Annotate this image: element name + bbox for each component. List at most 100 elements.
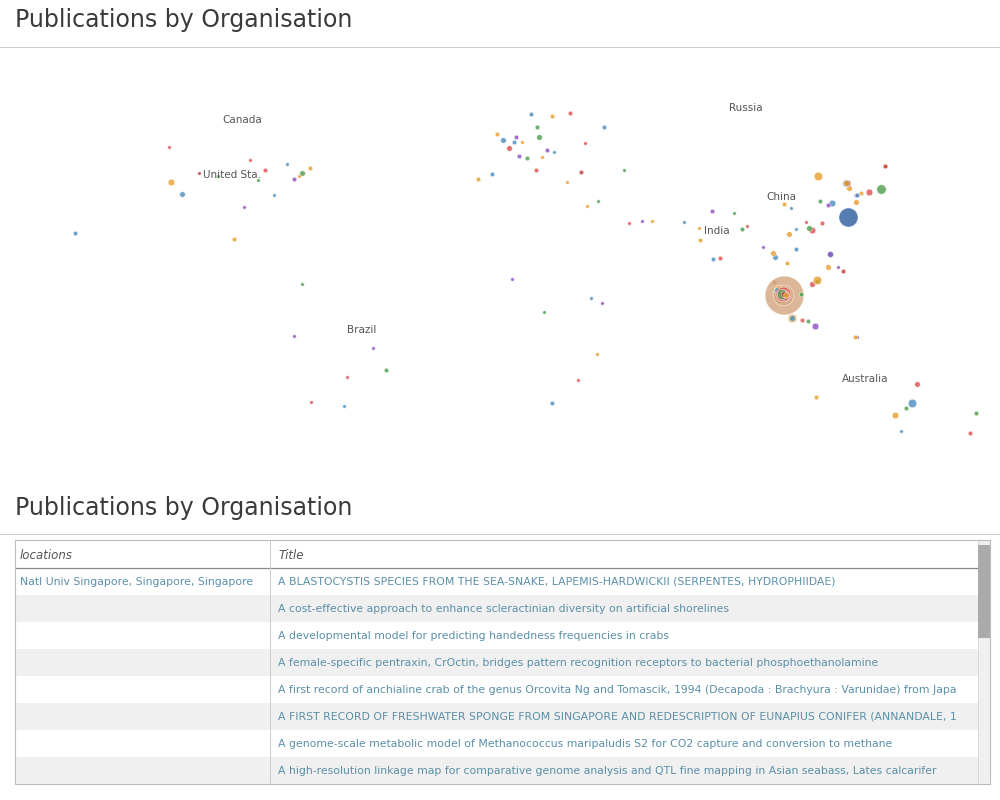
- Text: United Sta.: United Sta.: [203, 170, 261, 181]
- Point: [294, 278, 310, 290]
- Point: [511, 150, 527, 162]
- Point: [838, 177, 854, 190]
- Bar: [15, 568, 978, 595]
- Point: [820, 199, 836, 212]
- Point: [775, 288, 791, 301]
- Bar: [15, 676, 978, 703]
- Text: Canada: Canada: [223, 115, 262, 125]
- Point: [809, 274, 825, 286]
- Point: [812, 194, 828, 207]
- Point: [589, 347, 605, 360]
- Point: [303, 396, 319, 409]
- Point: [800, 315, 816, 328]
- Point: [579, 199, 595, 212]
- Point: [809, 274, 825, 287]
- Point: [163, 176, 179, 189]
- Point: [766, 276, 782, 289]
- Text: A female-specific pentraxin, CrOctin, bridges pattern recognition receptors to b: A female-specific pentraxin, CrOctin, br…: [278, 658, 879, 667]
- Point: [793, 288, 809, 301]
- Point: [808, 391, 824, 404]
- Point: [504, 272, 520, 285]
- Point: [739, 219, 755, 232]
- Point: [596, 120, 612, 133]
- Point: [616, 164, 632, 177]
- Point: [806, 319, 822, 332]
- Point: [704, 204, 720, 217]
- Point: [544, 397, 560, 410]
- Point: [161, 140, 177, 153]
- Point: [279, 158, 295, 170]
- Point: [810, 170, 826, 182]
- Bar: [15, 622, 978, 649]
- Point: [484, 168, 500, 181]
- Bar: [15, 595, 978, 622]
- Text: Publications by Organisation: Publications by Organisation: [15, 8, 352, 32]
- Point: [692, 234, 708, 246]
- Point: [830, 261, 846, 274]
- Point: [873, 182, 889, 195]
- Point: [778, 288, 794, 301]
- Text: A first record of anchialine crab of the genus Orcovita Ng and Tomascik, 1994 (D: A first record of anchialine crab of the…: [278, 685, 957, 694]
- Point: [848, 195, 864, 208]
- Point: [822, 248, 838, 261]
- Point: [705, 253, 721, 266]
- Point: [676, 216, 692, 229]
- Point: [804, 278, 820, 290]
- Point: [769, 283, 785, 296]
- Point: [528, 163, 544, 176]
- Point: [712, 252, 728, 265]
- Point: [784, 311, 800, 324]
- Point: [794, 314, 810, 327]
- Point: [770, 283, 786, 296]
- Point: [849, 188, 865, 201]
- Point: [848, 189, 864, 202]
- Bar: [15, 540, 990, 568]
- Point: [783, 201, 799, 214]
- Point: [776, 288, 792, 301]
- Point: [562, 106, 578, 119]
- Point: [226, 233, 242, 246]
- Point: [621, 216, 637, 229]
- Text: Natl Univ Singapore, Singapore, Singapore: Natl Univ Singapore, Singapore, Singapor…: [20, 577, 253, 586]
- Point: [236, 201, 252, 214]
- Point: [779, 257, 795, 270]
- Point: [962, 426, 978, 439]
- Text: A genome-scale metabolic model of Methanococcus maripaludis S2 for CO2 capture a: A genome-scale metabolic model of Methan…: [278, 738, 893, 749]
- Point: [191, 166, 207, 179]
- Point: [765, 246, 781, 259]
- Point: [726, 207, 742, 220]
- Text: China: China: [766, 192, 796, 202]
- Point: [904, 397, 920, 410]
- Point: [506, 136, 522, 149]
- Point: [257, 163, 273, 176]
- Point: [544, 110, 560, 122]
- Point: [536, 306, 552, 318]
- Point: [302, 162, 318, 174]
- Text: Russia: Russia: [729, 102, 763, 113]
- Text: A BLASTOCYSTIS SPECIES FROM THE SEA-SNAKE, LAPEMIS-HARDWICKII (SERPENTES, HYDROP: A BLASTOCYSTIS SPECIES FROM THE SEA-SNAK…: [278, 577, 836, 586]
- Point: [798, 216, 814, 229]
- Point: [877, 160, 893, 173]
- Point: [501, 142, 517, 154]
- Point: [755, 240, 771, 253]
- Point: [174, 187, 190, 200]
- Bar: [15, 649, 978, 676]
- Point: [514, 136, 530, 149]
- Point: [877, 159, 893, 172]
- Point: [822, 247, 838, 260]
- Point: [577, 137, 593, 150]
- Point: [529, 121, 545, 134]
- Point: [838, 177, 854, 190]
- Text: Title: Title: [278, 549, 304, 562]
- Point: [839, 177, 855, 190]
- Point: [489, 127, 505, 140]
- Bar: [978, 540, 990, 784]
- Point: [853, 186, 869, 199]
- Point: [539, 144, 555, 157]
- Point: [294, 167, 310, 180]
- Point: [820, 261, 836, 274]
- Point: [250, 174, 266, 186]
- Point: [776, 289, 792, 302]
- Point: [893, 425, 909, 438]
- Point: [210, 170, 226, 182]
